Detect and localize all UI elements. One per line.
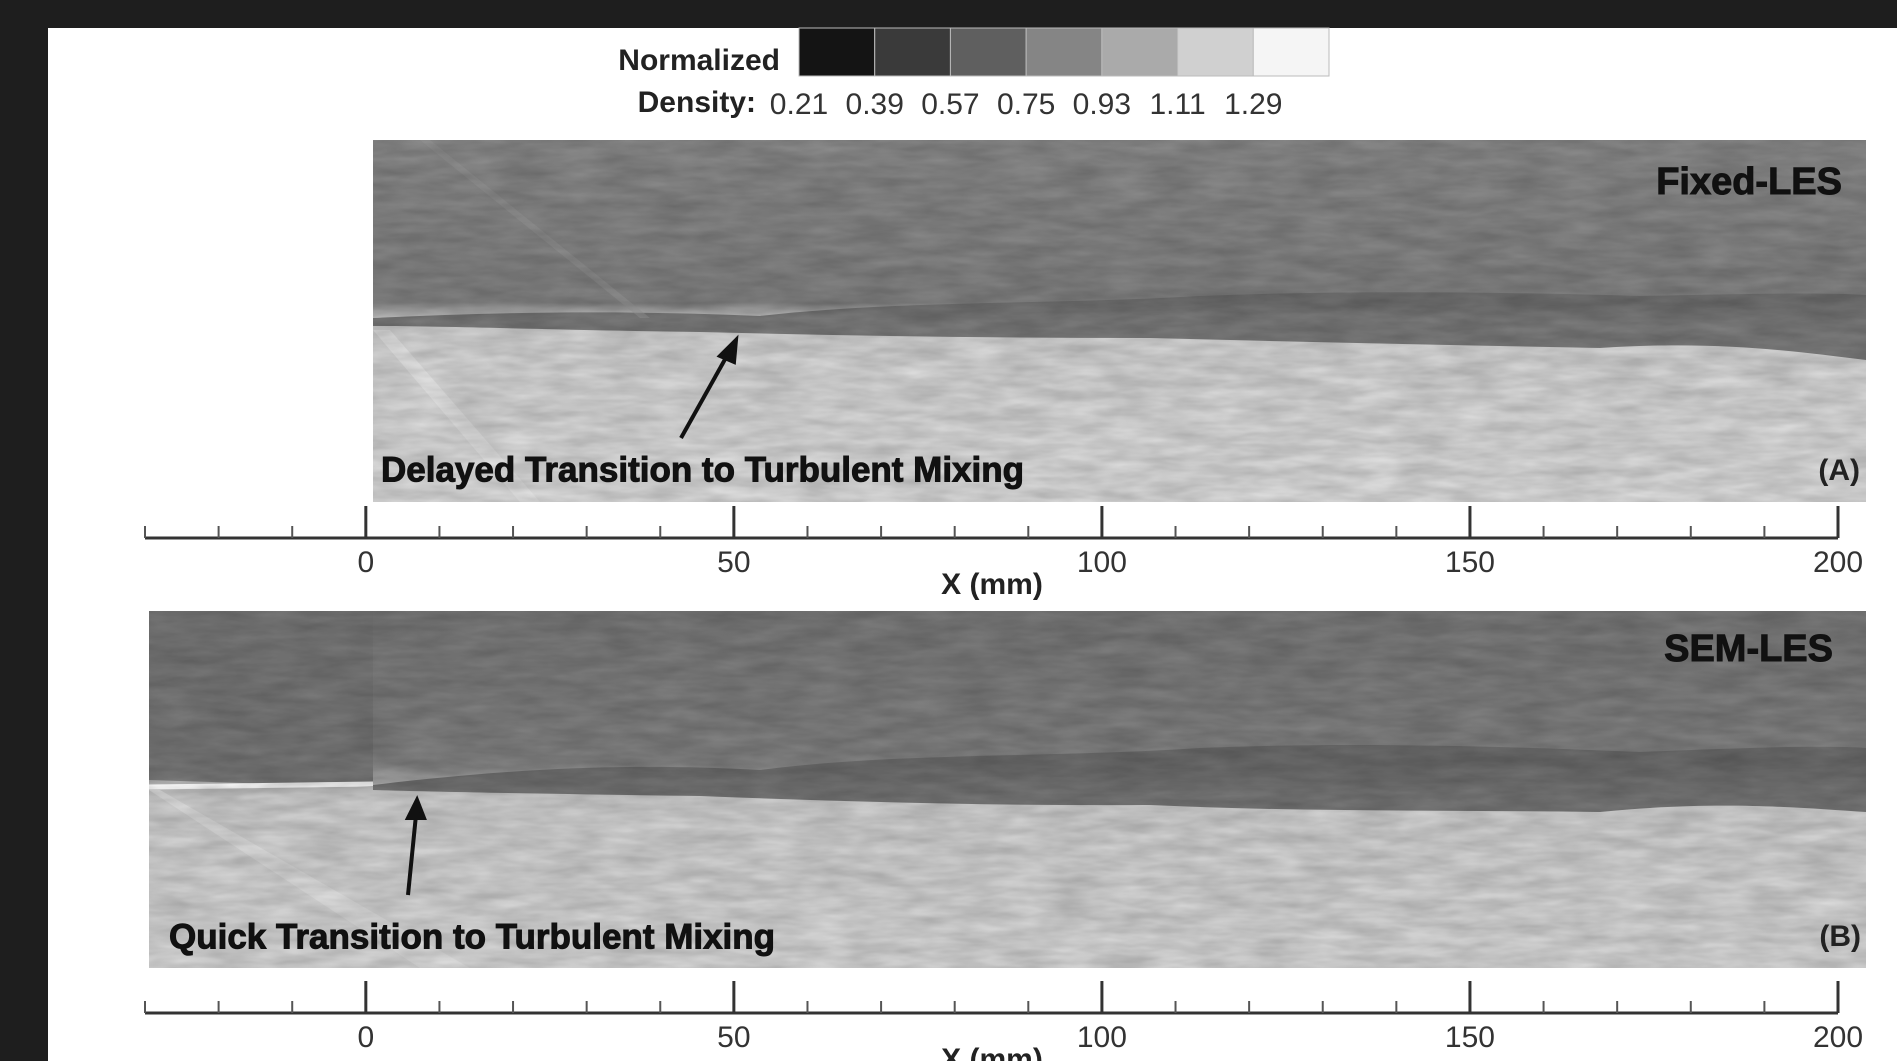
density-field [149, 611, 1866, 968]
colorbar-segment [1026, 28, 1102, 76]
figure: 0.210.390.570.750.931.111.29 Normalized … [0, 0, 1897, 1061]
x-axis-title: X (mm) [941, 568, 1043, 601]
colorbar-title: Density: [638, 86, 756, 119]
colorbar-segment [950, 28, 1026, 76]
page: 0.210.390.570.750.931.111.29 Normalized … [0, 0, 1897, 1061]
colorbar-segment [799, 28, 875, 76]
colorbar-label: 0.75 [997, 88, 1055, 121]
colorbar-segment [875, 28, 951, 76]
panel-title: SEM-LES [1664, 628, 1833, 670]
colorbar-label: 0.21 [770, 88, 828, 121]
panel-label: (A) [1818, 454, 1860, 487]
x-tick-label: 50 [717, 1021, 750, 1054]
x-tick-label: 0 [357, 1021, 374, 1054]
colorbar-segment [1253, 28, 1329, 76]
colorbar-label: 0.93 [1073, 88, 1131, 121]
density-field [373, 140, 1866, 502]
panel-title: Fixed-LES [1656, 161, 1842, 203]
colorbar-label: 0.39 [846, 88, 904, 121]
colorbar: 0.21 0.39 0.57 0.75 0.93 1.11 1.29 [770, 28, 1329, 121]
x-tick-label: 150 [1445, 1021, 1495, 1054]
x-tick-label: 50 [717, 546, 750, 579]
x-tick-label: 200 [1813, 1021, 1863, 1054]
colorbar-segment [1178, 28, 1254, 76]
x-tick-label: 100 [1077, 1021, 1127, 1054]
colorbar-label: 1.29 [1224, 88, 1282, 121]
x-axis-title: X (mm) [941, 1043, 1043, 1061]
colorbar-title: Normalized [618, 44, 780, 77]
colorbar-label: 1.11 [1149, 88, 1205, 121]
x-tick-label: 0 [357, 546, 374, 579]
x-tick-label: 100 [1077, 546, 1127, 579]
colorbar-label: 0.57 [921, 88, 979, 121]
colorbar-segment [1102, 28, 1178, 76]
annotation: Quick Transition to Turbulent Mixing [169, 917, 775, 956]
panel-label: (B) [1819, 920, 1861, 953]
x-tick-label: 200 [1813, 546, 1863, 579]
annotation: Delayed Transition to Turbulent Mixing [381, 450, 1024, 489]
x-tick-label: 150 [1445, 546, 1495, 579]
